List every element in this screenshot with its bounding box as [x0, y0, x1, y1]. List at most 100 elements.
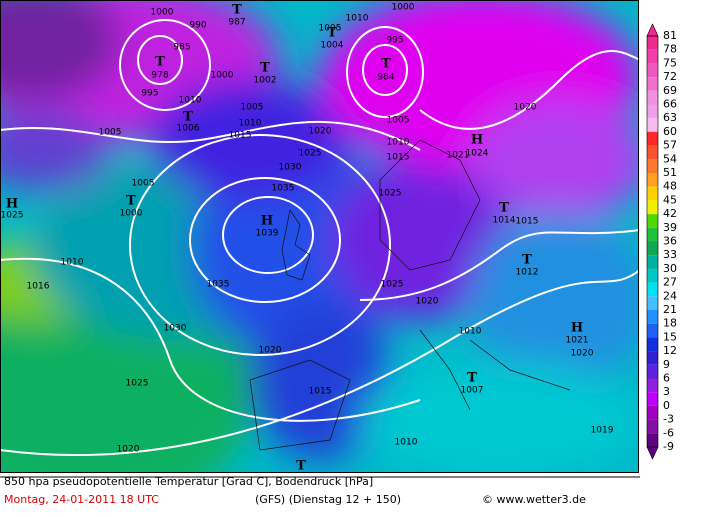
colorbar-label: 48 [663, 180, 677, 193]
pressure-label: 1010 [459, 327, 482, 337]
colorbar-label: 39 [663, 221, 677, 234]
colorbar-swatch [647, 255, 658, 269]
colorbar-swatch [647, 337, 658, 352]
pressure-marker: H [6, 197, 18, 212]
colorbar-label: 15 [663, 330, 677, 343]
colorbar-label: 6 [663, 372, 670, 385]
pressure-label: 978 [151, 71, 168, 81]
pressure-label: 1010 [395, 438, 418, 448]
pressure-label: 1020 [514, 103, 537, 113]
pressure-label: 1020 [571, 349, 594, 359]
colorbar-label: -3 [663, 413, 674, 426]
pressure-marker: T [183, 110, 193, 125]
pressure-label: 1000 [211, 71, 234, 81]
footer-credit: © www.wetter3.de [482, 493, 586, 506]
colorbar-swatch [647, 419, 658, 434]
pressure-marker: T [260, 61, 270, 76]
pressure-label: 1025 [1, 211, 24, 221]
pressure-marker: H [571, 321, 583, 336]
footer-title: 850 hpa pseudopotentielle Temperatur [Gr… [4, 475, 373, 488]
colorbar-swatch [647, 241, 658, 256]
colorbar-label: 30 [663, 262, 677, 275]
colorbar-swatch [647, 323, 658, 338]
pressure-label: 1019 [591, 426, 614, 436]
pressure-label: 985 [173, 43, 190, 53]
pressure-label: 1014 [493, 216, 516, 226]
pressure-label: 1000 [120, 209, 143, 219]
colorbar-frame [646, 35, 659, 448]
pressure-label: 990 [189, 21, 206, 31]
pressure-label: 1030 [279, 163, 302, 173]
pressure-label: 1015 [516, 217, 539, 227]
pressure-label: 1025 [381, 280, 404, 290]
colorbar-label: 45 [663, 193, 677, 206]
colorbar-label: 9 [663, 358, 670, 371]
pressure-label: 1010 [239, 119, 262, 129]
pressure-label: 995 [141, 89, 158, 99]
colorbar-swatch [647, 77, 658, 91]
pressure-marker: T [155, 55, 165, 70]
colorbar-swatch [647, 433, 658, 447]
colorbar-label: 72 [663, 70, 677, 83]
pressure-label: 1020 [309, 127, 332, 137]
pressure-label: 1035 [272, 184, 295, 194]
colorbar-label: 0 [663, 399, 670, 412]
pressure-label: 1005 [319, 24, 342, 34]
colorbar-swatch [647, 173, 658, 187]
pressure-label: 995 [386, 36, 403, 46]
colorbar-label: 54 [663, 152, 677, 165]
colorbar-label: 21 [663, 303, 677, 316]
colorbar-swatch [647, 392, 658, 406]
colorbar-swatch [647, 49, 658, 64]
pressure-marker: T [232, 3, 242, 18]
pressure-marker: T [126, 194, 136, 209]
pressure-label: 1015 [309, 387, 332, 397]
colorbar-label: 42 [663, 207, 677, 220]
pressure-marker: T [467, 371, 477, 386]
pressure-label: 1010 [179, 96, 202, 106]
colorbar-label: -9 [663, 440, 674, 453]
colorbar-label: -6 [663, 426, 674, 439]
colorbar-swatch [647, 296, 658, 310]
pressure-label: 1010 [387, 138, 410, 148]
colorbar-swatch [647, 200, 658, 215]
colorbar-swatch [647, 268, 658, 283]
pressure-label: 1006 [177, 124, 200, 134]
colorbar-swatch [647, 351, 658, 365]
colorbar-swatch [647, 378, 658, 393]
pressure-marker: H [261, 214, 273, 229]
pressure-marker: T [499, 201, 509, 216]
colorbar-swatch [647, 131, 658, 146]
pressure-label: 1016 [27, 282, 50, 292]
pressure-label: 1010 [61, 258, 84, 268]
pressure-label: 1025 [126, 379, 149, 389]
colorbar-swatch [647, 63, 658, 78]
pressure-label: 987 [228, 18, 245, 28]
pressure-label: 984 [377, 73, 394, 83]
map-frame [0, 0, 639, 473]
pressure-label: 1012 [516, 268, 539, 278]
colorbar-swatch [647, 90, 658, 105]
footer-model: (GFS) (Dienstag 12 + 150) [255, 493, 401, 506]
pressure-label: 1024 [466, 149, 489, 159]
pressure-marker: T [522, 253, 532, 268]
colorbar-swatch [647, 214, 658, 228]
pressure-label: 1007 [461, 386, 484, 396]
pressure-label: 1005 [132, 179, 155, 189]
colorbar: 8178757269666360575451484542393633302724… [646, 23, 677, 460]
isobars [1, 19, 638, 457]
pressure-marker: H [471, 133, 483, 148]
colorbar-swatch [647, 36, 658, 50]
colorbar-swatch [647, 310, 658, 324]
colorbar-label: 36 [663, 235, 677, 248]
pressure-label: 1035 [207, 280, 230, 290]
pressure-label: 1025 [299, 149, 322, 159]
pressure-markers: T T T T T H H T T T H T T H T [6, 3, 583, 474]
colorbar-swatch [647, 186, 658, 201]
colorbar-swatch [647, 364, 658, 379]
map [1, 1, 638, 472]
colorbar-swatch [647, 118, 658, 132]
pressure-label: 1005 [387, 116, 410, 126]
pressure-label: 1015 [387, 153, 410, 163]
